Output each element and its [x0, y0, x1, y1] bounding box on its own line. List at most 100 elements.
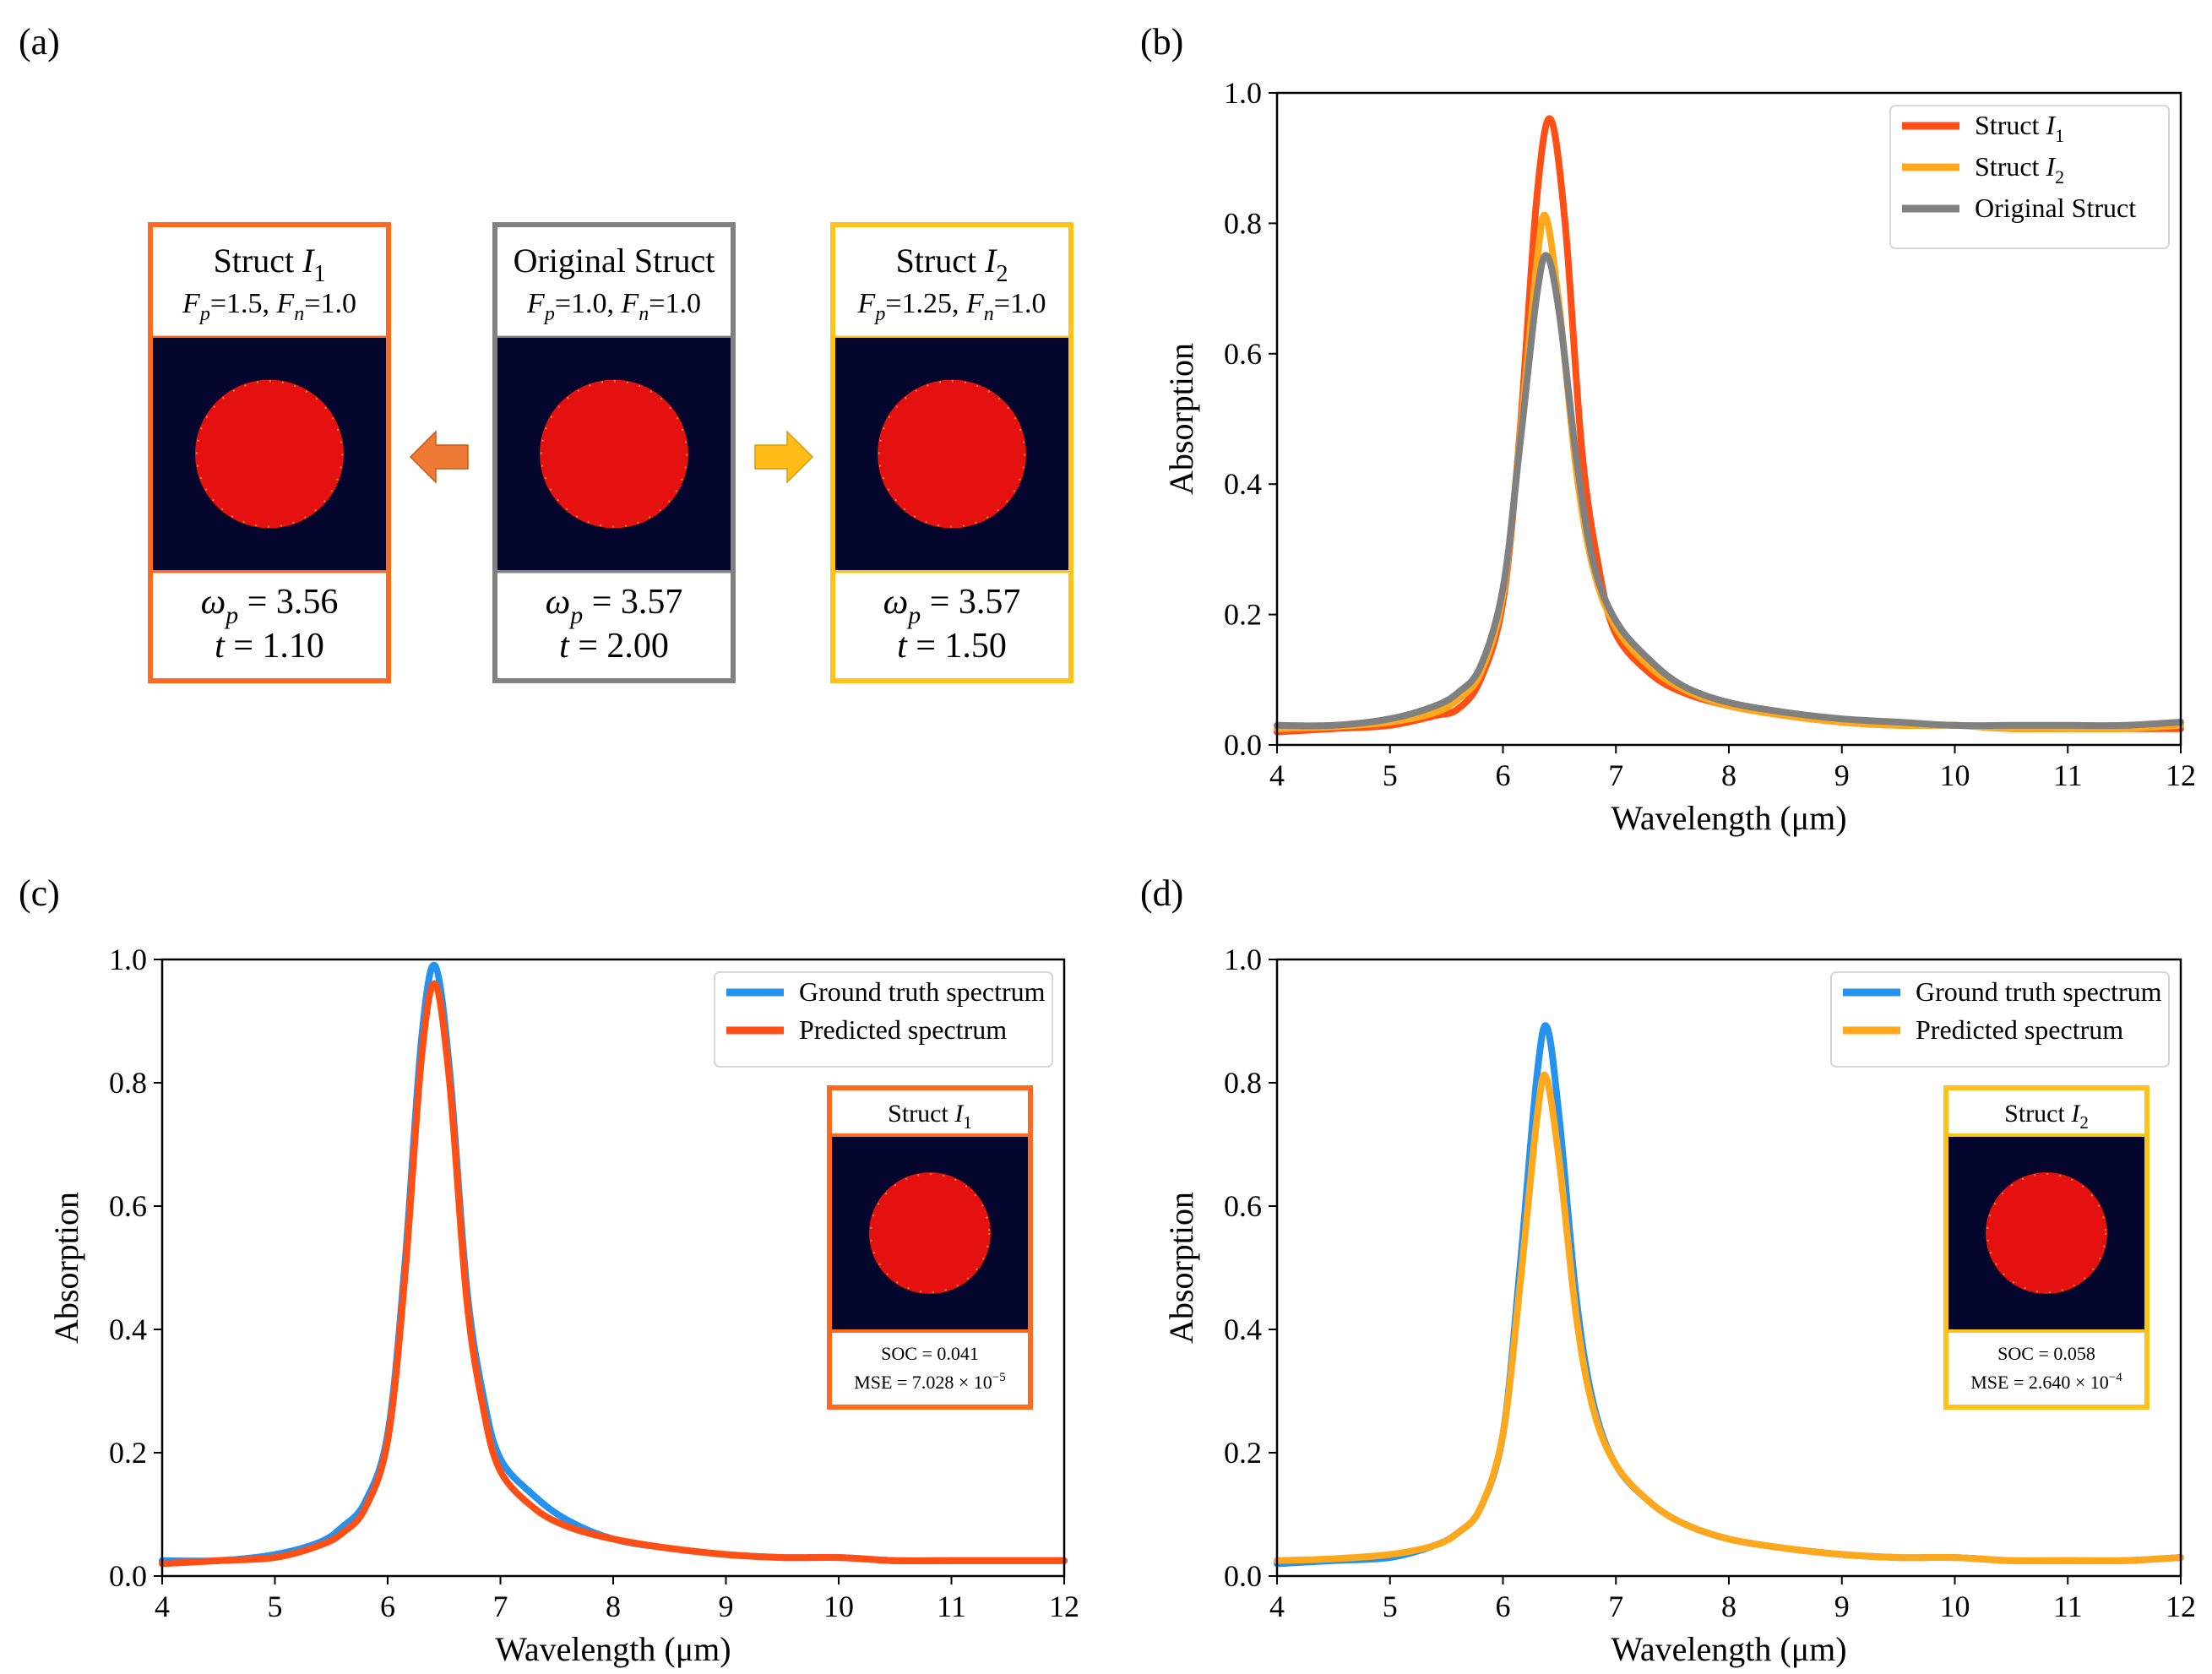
legend-entry: Original Struct [1975, 193, 2136, 223]
panel-label: (c) [19, 872, 60, 914]
x-tick-label: 5 [1383, 1590, 1398, 1623]
x-tick-label: 6 [1496, 1590, 1511, 1623]
x-tick-label: 8 [1721, 1590, 1736, 1623]
omega-value: ωp = 3.56 [201, 583, 339, 629]
structure-disk-edge [1986, 1172, 2107, 1294]
structure-image [153, 338, 386, 570]
y-tick-label: 0.6 [1224, 1189, 1262, 1223]
x-tick-label: 9 [1834, 758, 1850, 792]
y-tick-label: 0.6 [1224, 337, 1262, 371]
x-tick-label: 8 [1721, 758, 1736, 792]
structure-title: Original Struct [514, 242, 715, 280]
t-value: t = 2.00 [559, 627, 669, 666]
inset-title: Struct I1 [888, 1100, 972, 1133]
y-tick-label: 0.8 [109, 1066, 147, 1100]
inset-mse: MSE = 2.640 × 10−4 [1970, 1371, 2122, 1393]
structure-disk-edge [869, 1172, 991, 1294]
y-tick-label: 0.0 [1224, 1559, 1262, 1593]
y-tick-label: 1.0 [109, 943, 147, 976]
t-value: t = 1.10 [215, 627, 324, 666]
y-axis-label: Absorption [47, 1192, 85, 1344]
inset-structure: Struct I2 SOC = 0.058 MSE = 2.640 × 10−4 [1943, 1085, 2149, 1410]
x-tick-label: 10 [823, 1590, 854, 1623]
x-tick-label: 10 [1940, 758, 1970, 792]
x-tick-label: 4 [155, 1590, 170, 1623]
omega-value: ωp = 3.57 [546, 583, 683, 629]
y-tick-label: 0.4 [109, 1313, 147, 1346]
legend-entry: Ground truth spectrum [1916, 976, 2162, 1007]
y-tick-label: 1.0 [1224, 943, 1262, 976]
y-tick-label: 0.4 [1224, 467, 1262, 501]
structure-title: Struct I2 [896, 242, 1008, 287]
y-tick-label: 0.0 [1224, 728, 1262, 762]
x-tick-label: 9 [1834, 1590, 1850, 1623]
inset-structure-image [832, 1137, 1028, 1329]
inset-soc: SOC = 0.058 [1997, 1343, 2095, 1364]
arrow-left-icon [409, 430, 469, 484]
structure-params: Fp=1.0, Fn=1.0 [526, 288, 701, 325]
legend: Struct I1 Struct I2 Original Struct [1889, 105, 2170, 249]
x-axis-label: Wavelength (μm) [1611, 1630, 1846, 1668]
x-axis-label: Wavelength (μm) [1611, 799, 1846, 837]
y-tick-label: 0.2 [1224, 1436, 1262, 1470]
legend: Ground truth spectrum Predicted spectrum [1830, 971, 2170, 1068]
x-tick-label: 11 [2053, 758, 2083, 792]
legend-entry: Struct I1 [1975, 110, 2064, 146]
series-line [1274, 211, 2184, 732]
structure-disk [195, 379, 344, 529]
legend-entry: Predicted spectrum [1916, 1014, 2123, 1045]
legend-entry: Struct I2 [1975, 151, 2064, 188]
x-tick-label: 12 [2166, 758, 2196, 792]
legend-box [1889, 105, 2170, 249]
x-tick-label: 4 [1269, 1590, 1285, 1623]
inset-soc: SOC = 0.041 [881, 1343, 979, 1364]
omega-value: ωp = 3.57 [883, 583, 1021, 629]
x-tick-label: 7 [1608, 758, 1623, 792]
structure-disk-edge [540, 380, 688, 528]
x-tick-label: 5 [1383, 758, 1398, 792]
x-tick-label: 9 [719, 1590, 734, 1623]
y-axis-label: Absorption [1162, 1192, 1200, 1344]
structure-image [835, 338, 1068, 570]
series-line [159, 980, 1068, 1568]
chart-1: 4 5 6 7 8 9 10 11 12 0.0 0.2 0.4 0.6 0.8 1.0 Wavelength… [47, 943, 1079, 1668]
x-tick-label: 6 [1496, 758, 1511, 792]
series-line [1274, 252, 2184, 730]
legend: Ground truth spectrum Predicted spectrum [714, 971, 1053, 1068]
x-tick-label: 12 [1049, 1590, 1079, 1623]
chart-2: 4 5 6 7 8 9 10 11 12 0.0 0.2 0.4 0.6 0.8 1.0 Wavelength… [1162, 943, 2196, 1668]
series-line [1274, 1071, 2184, 1565]
legend-entry: Predicted spectrum [799, 1014, 1007, 1045]
structure-disk [869, 1172, 991, 1294]
y-tick-label: 0.0 [109, 1559, 147, 1593]
x-tick-label: 8 [606, 1590, 621, 1623]
y-tick-label: 0.6 [109, 1189, 147, 1223]
structure-disk [878, 379, 1026, 529]
structure-title: Struct I1 [214, 242, 326, 287]
y-tick-label: 1.0 [1224, 76, 1262, 110]
structure-image [497, 338, 731, 570]
y-tick-label: 0.2 [109, 1436, 147, 1470]
y-tick-label: 0.2 [1224, 598, 1262, 632]
x-tick-label: 5 [268, 1590, 283, 1623]
x-tick-label: 6 [380, 1590, 395, 1623]
legend-box [714, 971, 1053, 1068]
y-tick-label: 0.4 [1224, 1313, 1262, 1346]
x-tick-label: 12 [2166, 1590, 2196, 1623]
x-tick-label: 7 [493, 1590, 508, 1623]
inset-title: Struct I2 [2004, 1100, 2089, 1133]
x-tick-label: 11 [937, 1590, 966, 1623]
x-tick-label: 10 [1940, 1590, 1970, 1623]
x-tick-label: 7 [1608, 1590, 1623, 1623]
chart-0: 4 5 6 7 8 9 10 11 12 0.0 0.2 0.4 0.6 0.8 1.0 Wavelength… [1162, 76, 2196, 837]
inset-structure: Struct I1 SOC = 0.041 MSE = 7.028 × 10−5 [827, 1085, 1033, 1410]
panel-label: (d) [1140, 872, 1183, 914]
structure-disk-edge [195, 380, 344, 528]
structure-disk [1986, 1172, 2107, 1294]
structure-disk-edge [878, 380, 1026, 528]
legend-box [1830, 971, 2170, 1068]
x-tick-label: 11 [2053, 1590, 2083, 1623]
y-tick-label: 0.8 [1224, 206, 1262, 240]
legend-entry: Ground truth spectrum [799, 976, 1046, 1007]
t-value: t = 1.50 [897, 627, 1007, 666]
